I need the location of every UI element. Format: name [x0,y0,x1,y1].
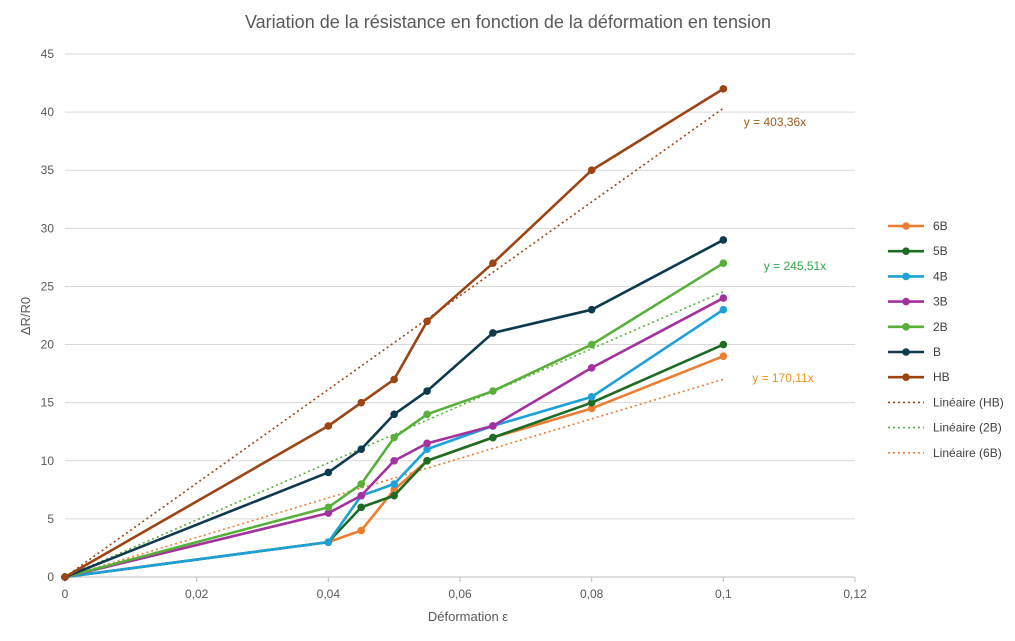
series-line [64,87,725,579]
legend-marker [902,272,910,281]
y-tick-label: 0 [47,570,54,584]
data-point [390,480,398,488]
gridlines [65,53,855,520]
legend-marker [902,373,910,382]
y-tick-label: 45 [41,47,55,61]
series-group [61,85,728,581]
data-point [390,456,398,465]
data-point [587,305,596,314]
data-point [587,166,596,175]
data-point [357,491,366,500]
data-point [489,387,497,395]
data-point [719,294,728,302]
x-tick-label: 0,1 [715,587,732,601]
data-point [489,422,497,430]
data-point [587,364,596,372]
trendline-equation: y = 170,11x [752,371,814,385]
x-tick-label: 0,12 [843,587,867,601]
x-tick-label: 0,08 [580,587,604,601]
data-point [324,538,333,546]
data-point [587,404,596,413]
trendline-equation: y = 403,36x [744,115,806,129]
data-point [423,439,431,448]
data-point [357,503,366,512]
y-tick-label: 30 [41,221,55,235]
legend-label: B [933,345,941,359]
data-point [357,398,366,407]
data-point [357,445,366,453]
legend-marker [902,348,910,356]
data-point [390,410,398,419]
trendline [64,378,724,578]
y-tick-label: 25 [41,279,55,293]
legend-label: 2B [933,320,948,334]
data-point [357,526,366,535]
data-point [390,486,398,494]
legend-label: Linéaire (HB) [933,395,1004,409]
data-point [324,468,333,477]
data-point [324,422,333,430]
y-tick-label: 5 [47,512,54,526]
legend-marker [902,222,910,230]
data-point [390,433,398,442]
data-point [423,387,431,395]
legend-marker [902,247,910,255]
legend-label: 4B [933,269,948,283]
data-point [719,236,728,244]
data-point [719,85,728,93]
series-line [64,262,725,579]
axes: 0 5 10 15 20 25 30 35 40 45 0 0,02 0,04 0,06 0,08 0,1 0,… [41,47,867,601]
y-tick-label: 10 [41,454,55,468]
legend-label: Linéaire (2B) [933,421,1002,435]
series-line [64,354,724,579]
legend-label: Linéaire (6B) [933,446,1002,460]
data-point [719,340,728,349]
legend-label: 3B [933,295,948,309]
data-point [423,317,431,326]
y-tick-label: 40 [41,105,55,119]
data-point [61,573,69,581]
data-point [719,305,728,314]
trendline-equations: y = 403,36x y = 245,51x y = 170,11x [744,115,826,385]
data-point [587,398,596,407]
data-point [423,456,431,465]
data-point [324,503,333,512]
y-tick-label: 15 [41,396,55,410]
data-point [423,410,431,419]
trendline [64,107,724,578]
data-point [489,259,497,268]
data-point [587,393,596,401]
legend-marker [902,323,910,331]
x-tick-label: 0,06 [448,587,472,601]
trendline-equation: y = 245,51x [764,259,826,273]
data-point [489,329,497,337]
chart-title: Variation de la résistance en fonction d… [245,12,771,32]
x-axis-label: Déformation ε [428,609,508,624]
x-tick-label: 0,04 [317,587,341,601]
data-point [357,480,366,488]
y-axis-label: ΔR/R0 [18,297,33,335]
series-line [64,308,725,579]
legend-label: 5B [933,244,948,258]
data-point [719,352,728,360]
data-point [324,509,333,517]
data-point [423,445,431,453]
legend-marker [902,297,910,306]
data-point [390,375,398,384]
y-tick-label: 20 [41,338,55,352]
legend-label: HB [933,370,950,384]
trendlines [64,107,724,578]
data-point [587,340,596,349]
x-tick-label: 0,02 [185,587,209,601]
legend: 6B 5B 4B 3B 2B B HB Linéaire (HB) Linéaire (2B) L… [888,219,1004,460]
data-point [719,259,728,268]
y-tick-label: 35 [41,163,55,177]
legend-label: 6B [933,219,948,233]
data-point [390,491,398,500]
series-line [64,296,724,579]
series-line [64,238,724,579]
data-point [489,433,497,442]
x-tick-label: 0 [62,587,69,601]
